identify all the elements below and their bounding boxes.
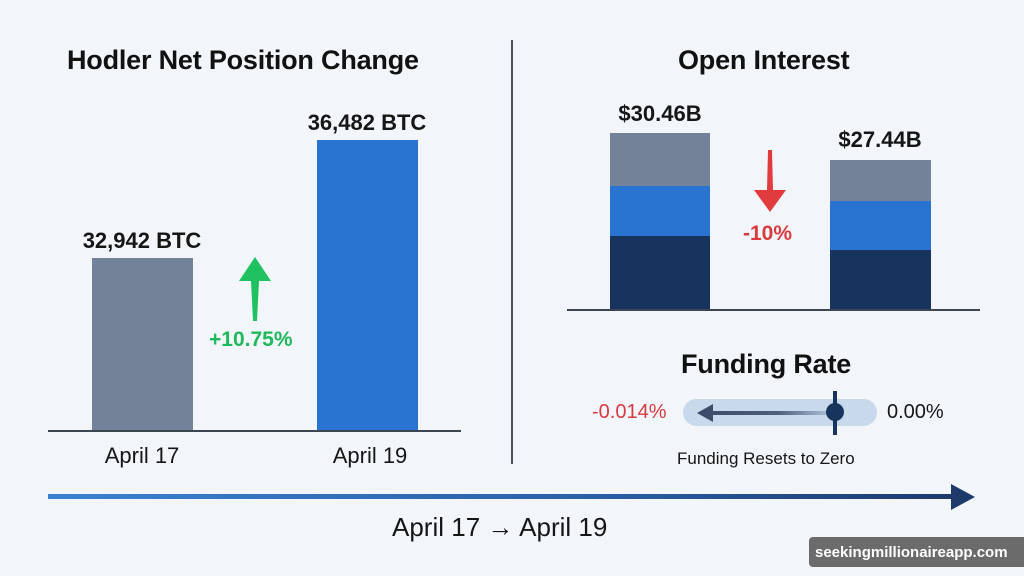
hodler-chart-title: Hodler Net Position Change <box>67 45 419 75</box>
funding-rate-caption: Funding Resets to Zero <box>677 449 855 468</box>
oi-segment-bottom <box>610 236 710 309</box>
hodler-change-percent: +10.75% <box>209 328 293 351</box>
oi-segment-bottom <box>830 250 931 309</box>
oi-segment-middle <box>610 186 710 236</box>
bar-april-17 <box>92 258 193 431</box>
panel-divider <box>511 40 513 464</box>
watermark-link[interactable]: seekingmillionaireapp.com <box>809 537 1024 567</box>
funding-rate-title: Funding Rate <box>681 349 852 379</box>
oi-bar-april-17 <box>610 133 710 309</box>
oi-value-april-17: $30.46B <box>618 101 702 126</box>
timeline-arrow-head-icon <box>951 484 975 510</box>
oi-segment-top <box>610 133 710 186</box>
funding-rate-to: 0.00% <box>887 401 944 423</box>
oi-segment-middle <box>830 201 931 250</box>
bar-april-19 <box>317 140 418 431</box>
funding-rate-from: -0.014% <box>592 401 667 423</box>
bar-value-april-17: 32,942 BTC <box>82 228 202 253</box>
x-label-april-17: April 17 <box>104 443 180 468</box>
left-arrow-icon <box>697 404 833 422</box>
hodler-chart-baseline <box>48 430 461 432</box>
timeline-label: April 17 → April 19 <box>392 512 608 542</box>
oi-chart-baseline <box>567 309 980 311</box>
x-label-april-19: April 19 <box>332 443 408 468</box>
oi-value-april-19: $27.44B <box>838 127 922 152</box>
funding-rate-knob <box>826 403 844 421</box>
bar-value-april-19: 36,482 BTC <box>307 110 427 135</box>
oi-change-percent: -10% <box>743 222 793 245</box>
down-arrow-icon <box>754 150 786 212</box>
oi-segment-top <box>830 160 931 201</box>
oi-bar-april-19 <box>830 160 931 309</box>
up-arrow-icon <box>239 257 271 321</box>
timeline-bar <box>48 494 958 499</box>
open-interest-title: Open Interest <box>678 45 850 75</box>
